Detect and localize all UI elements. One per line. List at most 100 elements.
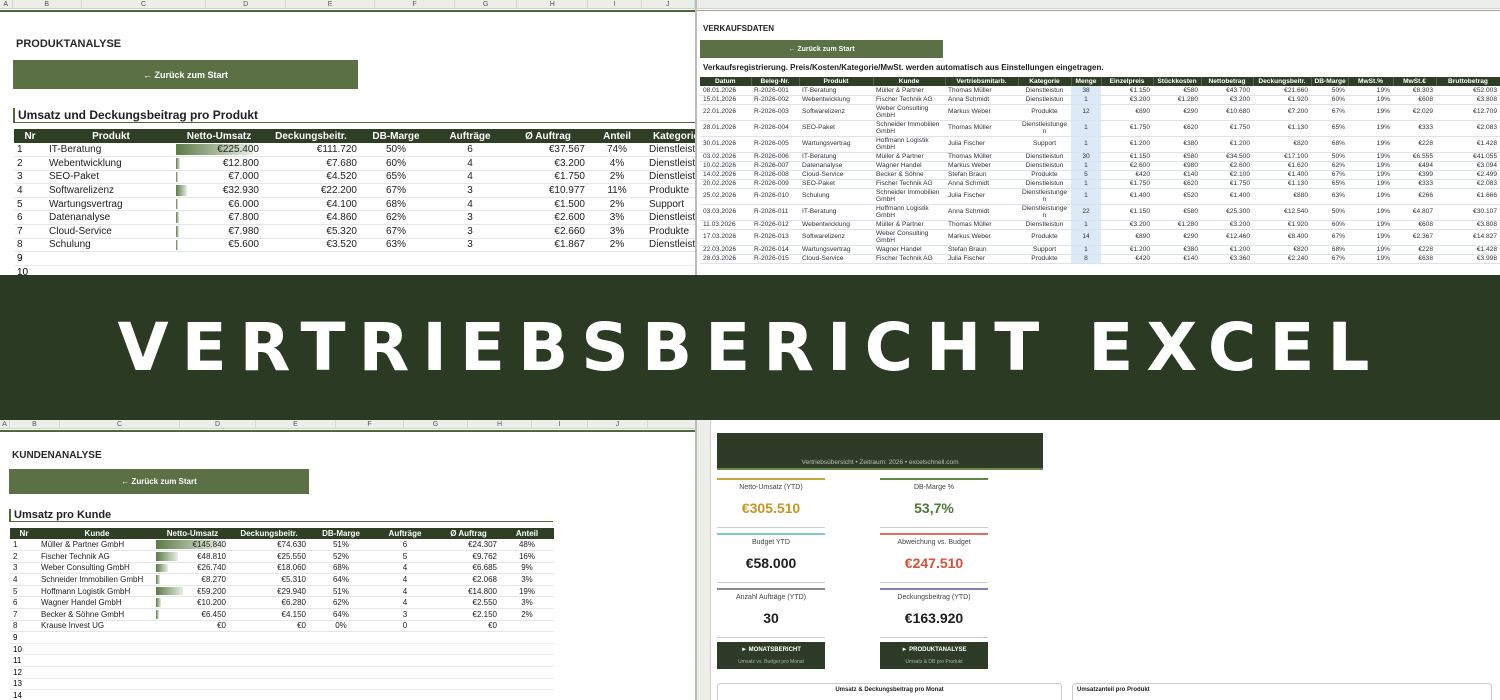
cell-text: €12.800 [222, 157, 259, 169]
cell [500, 632, 554, 644]
cell [646, 265, 695, 275]
header-cell: Deckungsbeitr. [262, 129, 360, 143]
cell: 3% [500, 597, 554, 609]
frozen-line [697, 10, 1500, 11]
cell: €1.500 [508, 197, 588, 211]
cell-text: 4 [467, 198, 473, 210]
cell [176, 252, 262, 266]
back-button[interactable]: ← Zurück zum Start [700, 40, 943, 58]
back-button[interactable]: ← Zurück zum Start [9, 469, 309, 494]
cell: €29.940 [229, 585, 309, 597]
cell-text: Dienstleistungen [649, 144, 695, 156]
back-button[interactable]: ← Zurück zum Start [13, 60, 358, 89]
nav-button[interactable]: ► PRODUKTANALYSE Umsatz & DB pro Produkt [880, 642, 988, 669]
cell: Weber Consulting GmbH [876, 104, 929, 120]
cell: €8.270 [156, 574, 229, 586]
data-row: 28.03.2026 R-2026-015 Cloud-Service Fischer… [700, 254, 1500, 263]
cell: Schulung [802, 192, 830, 200]
cell: R-2026-001 [754, 86, 789, 94]
data-row: 22.03.2026 R-2026-014 Wartungsvertrag Wagne… [700, 245, 1500, 254]
cell: Thomas Müller [948, 124, 992, 132]
cell: €1.280 [1177, 220, 1198, 228]
column-letter: B [13, 0, 82, 8]
cell-text: €8.270 [201, 575, 226, 585]
cell: €1.666 [1476, 192, 1497, 200]
cell [38, 690, 156, 700]
header-cell: Nettobetrag [1201, 77, 1254, 86]
cell-text: 6 [17, 212, 23, 224]
cell-text: €14.800 [468, 586, 497, 596]
cell: 8 [1071, 254, 1101, 263]
cell [309, 678, 373, 690]
cell-text: €48.810 [197, 551, 226, 561]
cell-text: 19% [518, 586, 535, 596]
cell: €52.003 [1473, 86, 1497, 94]
cell: €1.150 [1129, 208, 1150, 216]
cell: 19% [1376, 220, 1390, 228]
cell [156, 678, 229, 690]
cell: €1.428 [1476, 245, 1497, 253]
cell-text: IT-Beratung [49, 144, 102, 156]
cell: 1 [1071, 95, 1101, 104]
nav-button[interactable]: ► MONATSBERICHT Umsatz vs. Budget pro Mon… [717, 642, 825, 669]
cell: 67% [360, 184, 432, 198]
header-cell: Anteil [500, 528, 554, 539]
cell: 6 [432, 143, 508, 157]
column-letter: G [455, 0, 518, 8]
data-row: 7 Cloud-Service €7.980 €5.320 67% 3 €2.660 3% Pr… [14, 225, 695, 239]
kpi-card: Anzahl Aufträge (YTD) 30 [717, 588, 825, 638]
header-cell: Vertriebsmitarb. [945, 77, 1019, 86]
cell: 9% [500, 562, 554, 574]
banner-title: VERTRIEBSBERICHT EXCEL [117, 309, 1383, 386]
cell-text: 5 [402, 551, 408, 561]
cell: €1.620 [1287, 161, 1308, 169]
cell: Müller & Partner [876, 152, 924, 160]
cell-text: Dienstleistungen [649, 171, 695, 183]
column-letter: A [0, 420, 10, 428]
cell: €1.400 [1229, 192, 1250, 200]
cell: 25.02.2026 [703, 192, 737, 200]
cell: Julia Fischer [948, 140, 986, 148]
cell-text: 5 [17, 198, 23, 210]
cell [229, 632, 309, 644]
header-cell: Datum [700, 77, 752, 86]
cell: €2.068 [437, 574, 500, 586]
cell: €4.100 [262, 197, 360, 211]
cell: 1 [1071, 188, 1101, 204]
cell [262, 252, 360, 266]
cell-text: €7.800 [228, 212, 259, 224]
column-letter: B [10, 420, 60, 428]
cell-text: 4 [402, 575, 408, 585]
cell: Fischer Technik AG [38, 551, 156, 563]
cell-text: €1.750 [554, 171, 585, 183]
cell-text: €1.867 [554, 239, 585, 251]
cell: 74% [588, 143, 646, 157]
cell: 4% [588, 157, 646, 171]
cell: €520 [1183, 192, 1198, 200]
cell: 60% [360, 157, 432, 171]
cell: €620 [1183, 124, 1198, 132]
chart-box: Umsatz & Deckungsbeitrag pro Monat [717, 683, 1062, 700]
cell: €17.100 [1284, 152, 1308, 160]
cell: €21.660 [1284, 86, 1308, 94]
cell: 5 [1071, 170, 1101, 179]
frozen-line [0, 10, 695, 12]
cell: Becker & Söhne [876, 170, 924, 178]
cell: €228 [1418, 245, 1433, 253]
cell: €225.400 [176, 143, 262, 157]
cell-text: 7 [13, 609, 18, 619]
empty-row: 11 [10, 655, 554, 667]
cell-text: €74.630 [277, 540, 306, 550]
cell [373, 655, 437, 667]
cell [500, 620, 554, 632]
cell: 19% [1376, 233, 1390, 241]
cell: 08.01.2026 [703, 86, 737, 94]
cell: €3.200 [1229, 220, 1250, 228]
cell: Anna Schmidt [948, 95, 990, 103]
column-letter: A [0, 0, 13, 8]
cell-text: €2.068 [472, 575, 497, 585]
cell: €980 [1183, 161, 1198, 169]
cell [38, 667, 156, 679]
cell: 51% [309, 585, 373, 597]
